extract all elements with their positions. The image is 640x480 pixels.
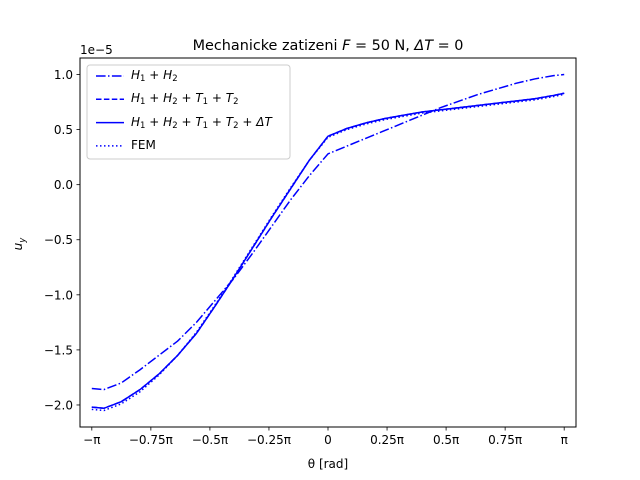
x-tick-label-0: −π [83,433,100,447]
axes-frame [79,57,577,428]
y-axis-label-sub: y [18,237,28,244]
x-axis-label: θ [rad] [308,457,348,471]
y-tick-label-2: 0.0 [54,178,73,192]
title-suffix: = 0 [433,38,463,54]
legend-label-text-4: FEM [131,137,156,152]
x-tick-label-3: −0.25π [247,433,291,447]
plot-series [91,73,565,412]
x-tick-label-1: −0.75π [129,433,173,447]
y-tick-label-4: −1.0 [44,288,73,302]
title-prefix: Mechanicke zatizeni [193,38,343,54]
y-tick-label-5: −1.5 [44,343,73,357]
chart-title: Mechanicke zatizeni F = 50 N, ΔT = 0 [193,38,464,54]
title-f: F [342,38,351,54]
legend-label-2: H1 + H2 + T1 + T2 [131,91,239,108]
legend-label-text-1: H1 + H2 [131,68,178,84]
legend-label-text-2: H1 + H2 + T1 + T2 [131,91,239,108]
x-tick-label-5: 0.25π [370,433,404,447]
legend-label-4: FEM [131,137,156,152]
y-tick-label-0: 1.0 [54,68,73,82]
x-tick-label-2: −0.5π [192,433,228,447]
y-offset-text: 1e−5 [80,43,113,57]
legend-label-3: H1 + H2 + T1 + T2 + ΔT [131,114,272,131]
title-mid: = 50 N, [350,38,414,54]
x-tick-label-6: 0.5π [433,433,459,447]
x-tick-label-7: 0.75π [488,433,522,447]
series-line-1 [91,73,565,391]
legend: H1 + H2 H1 + H2 + T1 + T2 H1 + H2 + T1 + T… [86,64,291,160]
x-tick-label-8: π [561,433,568,447]
y-ticks: 1.0 0.5 0.0 −0.5 −1.0 −1.5 −2.0 [44,68,80,412]
x-tick-label-4: 0 [324,433,332,447]
series-line-3 [91,92,565,410]
y-tick-label-6: −2.0 [44,398,73,412]
legend-box [86,64,291,160]
y-tick-label-1: 0.5 [54,123,73,137]
y-axis-label: uy [11,237,28,251]
title-dt: ΔT [413,38,434,54]
legend-label-1: H1 + H2 [131,68,178,84]
y-tick-label-3: −0.5 [44,233,73,247]
y-axis-label-main: u [11,242,25,250]
x-ticks: −π −0.75π −0.5π −0.25π 0 0.25π 0.5π 0.75π π [83,427,568,447]
legend-label-text-3: H1 + H2 + T1 + T2 + ΔT [131,114,272,131]
series-line-4 [91,93,565,412]
